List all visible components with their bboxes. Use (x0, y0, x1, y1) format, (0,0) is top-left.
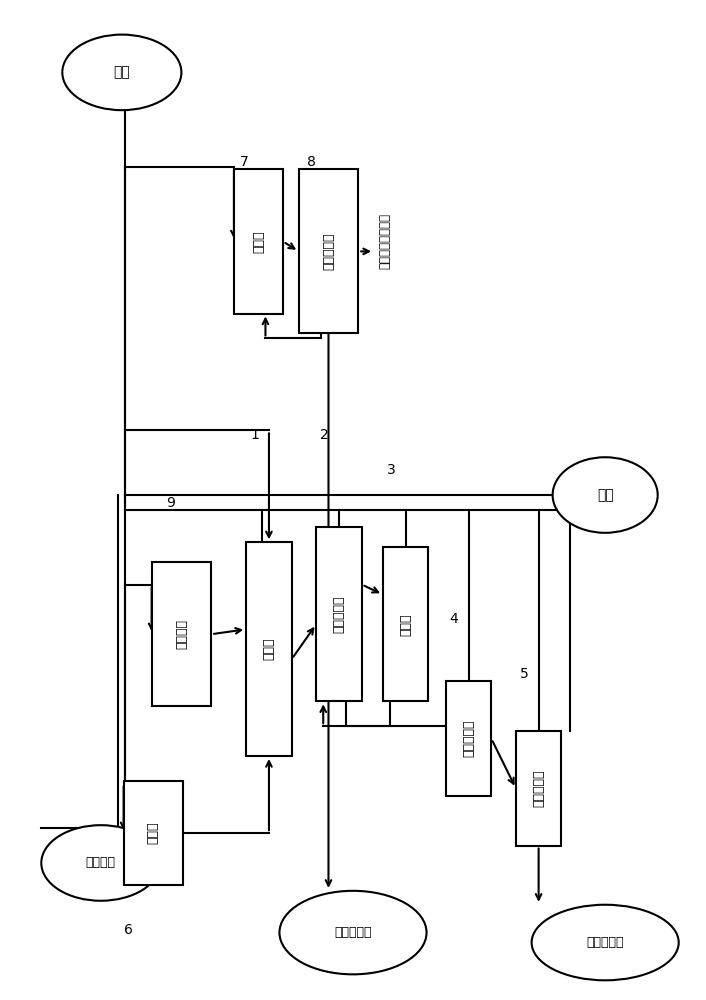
Text: 冷却设备: 冷却设备 (175, 619, 188, 649)
Bar (152, 562, 211, 706)
Text: 8: 8 (308, 155, 316, 169)
Bar (316, 527, 361, 701)
Bar (383, 547, 429, 701)
Text: 送往溶剂回收工序: 送往溶剂回收工序 (378, 213, 391, 269)
Text: 4: 4 (450, 612, 458, 626)
Text: 9: 9 (166, 496, 175, 510)
Ellipse shape (532, 905, 678, 980)
Text: 晶体洗涤机: 晶体洗涤机 (532, 770, 545, 807)
Text: 粗内酰胺: 粗内酰胺 (86, 856, 116, 869)
Text: 精制内酰胺: 精制内酰胺 (587, 936, 624, 949)
Ellipse shape (553, 457, 658, 533)
Text: 6: 6 (124, 923, 133, 937)
Bar (445, 681, 491, 796)
Text: 溶剂: 溶剂 (114, 65, 130, 79)
Bar (124, 781, 183, 885)
Text: 固液分离机: 固液分离机 (333, 596, 345, 633)
Text: 液相: 液相 (597, 488, 614, 502)
Text: 晶析槽: 晶析槽 (252, 230, 265, 253)
Text: 晶析槽: 晶析槽 (263, 638, 275, 660)
Text: 回收内酰胺: 回收内酰胺 (334, 926, 372, 939)
Text: 3: 3 (387, 463, 395, 477)
Text: 晶析槽: 晶析槽 (399, 613, 412, 636)
Text: 5: 5 (520, 667, 529, 681)
Bar (299, 169, 358, 333)
Text: 固液分离机: 固液分离机 (322, 233, 335, 270)
Ellipse shape (42, 825, 160, 901)
Text: 固液分离机: 固液分离机 (462, 720, 475, 757)
Text: 溶解槽: 溶解槽 (147, 822, 160, 844)
Ellipse shape (62, 35, 181, 110)
Bar (516, 731, 561, 846)
Bar (246, 542, 292, 756)
Bar (234, 169, 283, 314)
Text: 1: 1 (250, 428, 259, 442)
Text: 7: 7 (239, 155, 249, 169)
Text: 2: 2 (320, 428, 329, 442)
Ellipse shape (280, 891, 426, 974)
